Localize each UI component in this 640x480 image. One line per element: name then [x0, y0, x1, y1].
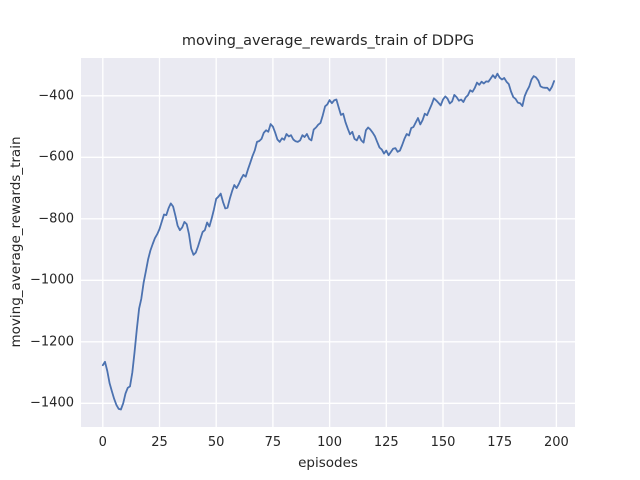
x-tick-label: 200 [543, 435, 569, 450]
x-tick-label: 50 [207, 435, 225, 450]
line-chart [81, 58, 575, 427]
y-tick-label: −1400 [30, 395, 74, 411]
x-tick-label: 25 [151, 435, 168, 450]
x-tick-label: 150 [430, 435, 456, 450]
x-tick-label: 100 [317, 435, 342, 450]
x-axis-label: episodes [298, 455, 358, 471]
y-tick-label: −600 [38, 149, 74, 165]
y-axis-label: moving_average_rewards_train [8, 136, 24, 348]
plot-area [81, 58, 575, 427]
x-tick-label: 75 [264, 435, 282, 450]
x-tick-label: 125 [373, 435, 399, 450]
y-tick-label: −800 [38, 211, 74, 227]
line-series [101, 72, 556, 411]
y-tick-label: −1200 [30, 334, 74, 350]
x-tick-label: 0 [98, 435, 107, 450]
x-tick-label: 175 [487, 435, 513, 450]
y-tick-label: −400 [38, 88, 74, 104]
chart-title: moving_average_rewards_train of DDPG [181, 33, 475, 49]
y-tick-label: −1000 [30, 272, 74, 288]
